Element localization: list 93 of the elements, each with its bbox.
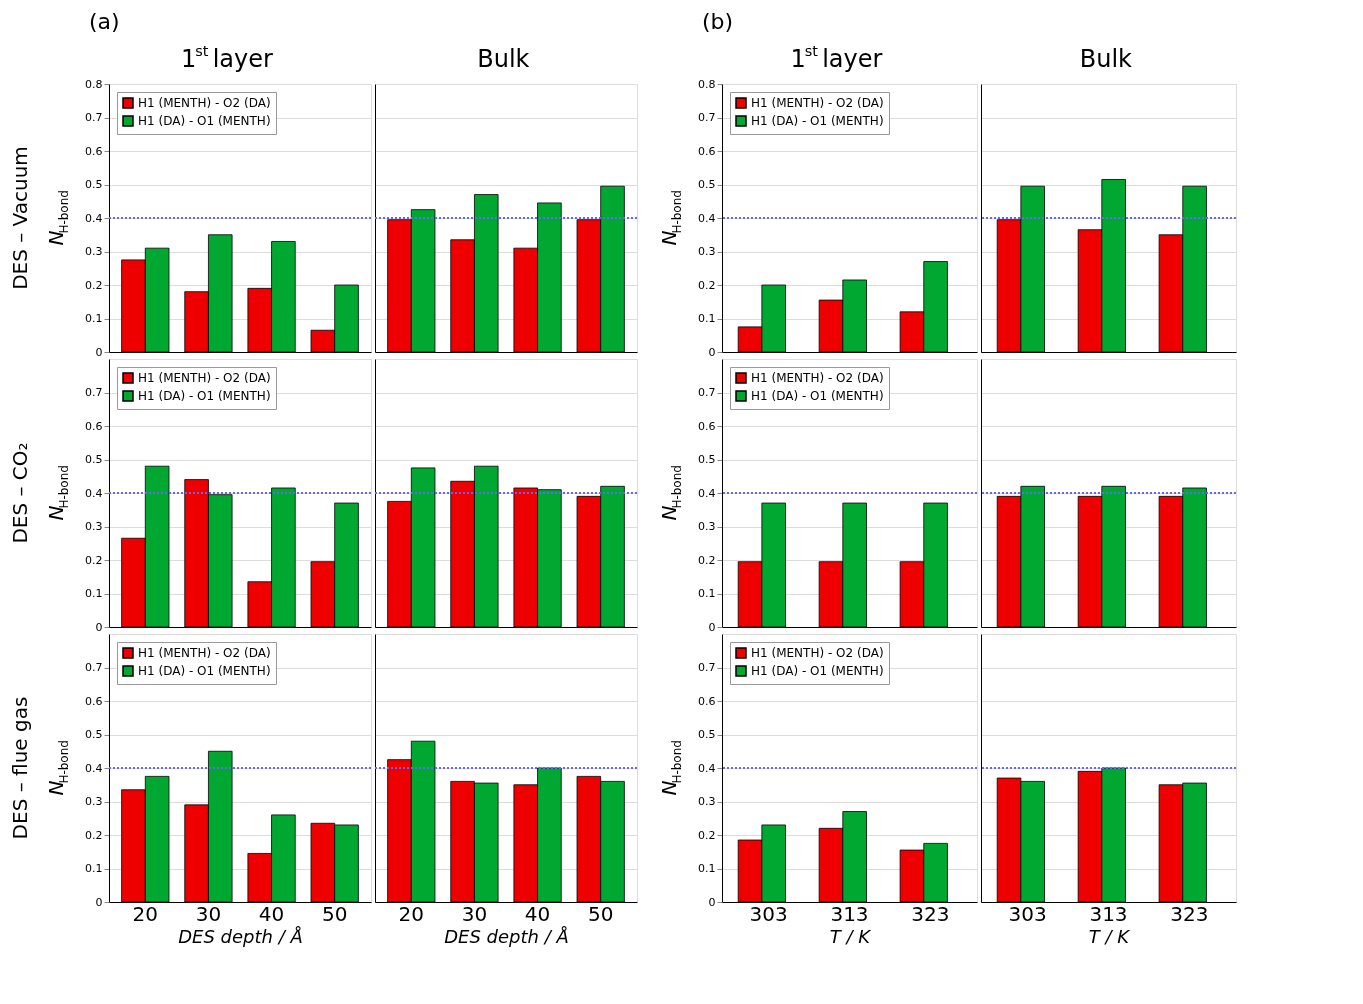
x-tick-label: 40 [524, 901, 551, 926]
chart-title: Bulk [477, 45, 530, 73]
legend-label: H1 (DA) - O1 (MENTH) [138, 664, 271, 678]
y-tick-label: 0.4 [698, 211, 716, 225]
y-tick-label: 0.1 [85, 312, 103, 325]
y-tick-label: 0.2 [698, 828, 716, 842]
y-tick-label: 0.6 [698, 419, 716, 433]
legend-label: H1 (DA) - O1 (MENTH) [751, 389, 884, 403]
legend-label: H1 (MENTH) - O2 (DA) [138, 646, 271, 660]
y-tick-label: 0.7 [698, 111, 716, 124]
y-axis-title: NH-bond [657, 740, 684, 796]
y-tick-label: 0.8 [698, 77, 716, 91]
text: DES – Vacuum [8, 146, 32, 290]
y-tick-label: 0.2 [85, 553, 103, 567]
x-tick-label: 40 [258, 901, 285, 926]
y-axis-title: NH-bond [44, 190, 71, 246]
y-axis-title: NH-bond [657, 465, 684, 521]
text: DES – CO₂ [8, 442, 32, 544]
y-tick-label: 0.2 [698, 553, 716, 567]
y-tick-label: 0.1 [698, 312, 716, 325]
y-tick-label: 0.2 [698, 278, 716, 292]
x-tick-label: 323 [911, 901, 950, 926]
y-tick-label: 0.3 [85, 795, 103, 808]
y-tick-label: 0.3 [85, 520, 103, 533]
x-axis-title: DES depth / Å [444, 925, 569, 947]
legend-label: H1 (MENTH) - O2 (DA) [138, 371, 271, 385]
y-tick-label: 0.7 [85, 111, 103, 124]
y-tick-label: 0.5 [698, 728, 716, 741]
y-axis-title: NH-bond [657, 190, 684, 246]
text: DES – flue gas [8, 696, 32, 840]
y-axis-title: NH-bond [44, 465, 71, 521]
y-tick-label: 0.3 [698, 795, 716, 808]
y-tick-label: 0.3 [85, 245, 103, 258]
legend-label: H1 (DA) - O1 (MENTH) [138, 114, 271, 128]
y-tick-label: 0.4 [698, 761, 716, 775]
y-tick-label: 0.7 [698, 386, 716, 399]
chart-title: Bulk [1079, 45, 1133, 73]
x-tick-label: 20 [132, 901, 159, 926]
y-tick-label: 0.5 [85, 728, 103, 741]
x-axis-title: DES depth / Å [178, 925, 303, 947]
x-tick-label: 303 [1008, 901, 1047, 926]
y-tick-label: 0.5 [698, 178, 716, 191]
y-tick-label: 0.4 [85, 211, 103, 225]
legend-label: H1 (DA) - O1 (MENTH) [751, 114, 884, 128]
y-tick-label: 0.7 [85, 661, 103, 674]
x-tick-label: 30 [461, 901, 488, 926]
text: (a) [89, 9, 120, 34]
y-tick-label: 0.1 [85, 587, 103, 600]
x-tick-label: 20 [398, 901, 425, 926]
legend-label: H1 (MENTH) - O2 (DA) [751, 646, 884, 660]
text: (b) [702, 9, 734, 34]
y-tick-label: 0.6 [698, 694, 716, 708]
y-tick-label: 0.1 [698, 587, 716, 600]
y-tick-label: 0.6 [85, 694, 103, 708]
legend-label: H1 (MENTH) - O2 (DA) [751, 96, 884, 110]
legend-label: H1 (DA) - O1 (MENTH) [138, 389, 271, 403]
y-tick-label: 0 [708, 345, 716, 359]
y-tick-label: 0.1 [698, 862, 716, 875]
y-tick-label: 0.6 [698, 144, 716, 158]
y-axis-title: NH-bond [44, 740, 71, 796]
x-tick-label: 313 [1089, 901, 1128, 926]
y-tick-label: 0.3 [698, 520, 716, 533]
y-tick-label: 0.2 [85, 278, 103, 292]
x-tick-label: 50 [587, 901, 614, 926]
y-tick-label: 0.3 [698, 245, 716, 258]
y-tick-label: 0 [95, 620, 103, 634]
y-tick-label: 0 [95, 895, 103, 909]
x-axis-title: T / K [829, 925, 872, 947]
y-tick-label: 0 [708, 895, 716, 909]
legend-label: H1 (DA) - O1 (MENTH) [751, 664, 884, 678]
x-tick-label: 30 [195, 901, 222, 926]
x-tick-label: 323 [1170, 901, 1209, 926]
y-tick-label: 0.5 [698, 453, 716, 466]
y-tick-label: 0 [95, 345, 103, 359]
x-tick-label: 50 [321, 901, 348, 926]
y-tick-label: 0.6 [85, 144, 103, 158]
legend-label: H1 (MENTH) - O2 (DA) [138, 96, 271, 110]
y-tick-label: 0.6 [85, 419, 103, 433]
x-tick-label: 313 [830, 901, 869, 926]
y-tick-label: 0.4 [85, 486, 103, 500]
y-tick-label: 0.7 [698, 661, 716, 674]
y-tick-label: 0.1 [85, 862, 103, 875]
y-tick-label: 0.5 [85, 453, 103, 466]
y-tick-label: 0.8 [85, 77, 103, 91]
y-tick-label: 0.4 [85, 761, 103, 775]
x-axis-title: T / K [1088, 925, 1131, 947]
y-tick-label: 0.7 [85, 386, 103, 399]
x-tick-label: 303 [749, 901, 788, 926]
y-tick-label: 0.5 [85, 178, 103, 191]
y-tick-label: 0.2 [85, 828, 103, 842]
y-tick-label: 0 [708, 620, 716, 634]
y-tick-label: 0.4 [698, 486, 716, 500]
legend-label: H1 (MENTH) - O2 (DA) [751, 371, 884, 385]
